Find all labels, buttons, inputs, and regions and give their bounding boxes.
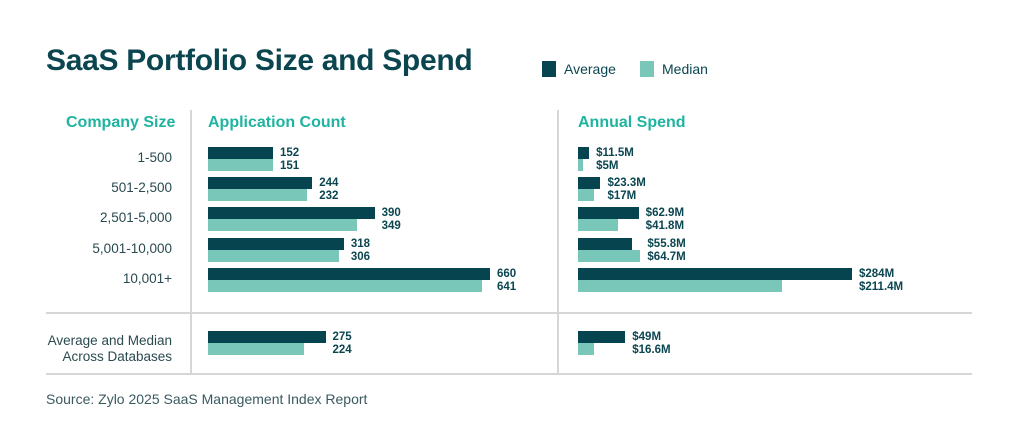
value-label: $64.7M: [647, 251, 686, 263]
median-bar: [578, 189, 595, 201]
average-bar: [578, 177, 601, 189]
median-bar: [208, 159, 273, 171]
divider: [190, 110, 192, 375]
value-label: 232: [319, 190, 339, 202]
legend-median: Median: [640, 61, 708, 77]
value-label: $211.4M: [859, 281, 904, 293]
value-label: $16.6M: [632, 344, 671, 356]
average-bar: [578, 207, 639, 219]
category-label-summary: Average and Median Across Databases: [48, 333, 172, 365]
legend-label: Average: [564, 61, 616, 77]
summary-line: Average and Median: [47, 333, 172, 348]
value-label: $23.3M: [607, 177, 646, 189]
median-bar: [578, 219, 619, 231]
legend-swatch-median: [640, 61, 654, 77]
value-label: 224: [332, 344, 352, 356]
value-label: 349: [381, 220, 401, 232]
value-label: 152: [279, 147, 300, 159]
category-label: 501-2,500: [111, 180, 172, 195]
value-label: 318: [350, 238, 371, 250]
header-application-count: Application Count: [208, 114, 346, 131]
chart-title: SaaS Portfolio Size and Spend: [46, 44, 473, 77]
value-label: $17M: [607, 190, 637, 202]
average-bar: [578, 331, 626, 343]
value-label: 390: [381, 207, 401, 219]
divider: [46, 312, 972, 314]
value-label: 275: [332, 331, 352, 343]
average-bar: [578, 268, 852, 280]
value-label: $5M: [596, 160, 619, 172]
median-bar: [578, 250, 641, 262]
category-label: 1-500: [137, 150, 172, 165]
divider: [557, 110, 559, 375]
legend-label: Median: [662, 61, 708, 77]
category-label: 5,001-10,000: [92, 241, 172, 256]
median-bar: [208, 250, 339, 262]
value-label: $62.9M: [645, 207, 685, 219]
legend-average: Average: [542, 61, 616, 77]
value-label: $11.5M: [596, 147, 634, 159]
divider: [46, 373, 972, 375]
source-note: Source: Zylo 2025 SaaS Management Index …: [46, 391, 368, 407]
average-bar: [208, 238, 344, 250]
legend-swatch-average: [542, 61, 556, 77]
summary-line: Across Databases: [62, 349, 172, 364]
value-label: 660: [497, 268, 517, 280]
average-bar: [208, 177, 313, 189]
average-bar: [208, 207, 375, 219]
average-bar: [578, 147, 590, 159]
average-bar: [208, 268, 490, 280]
category-label: 10,001+: [122, 271, 172, 286]
value-label: $49M: [632, 331, 662, 343]
category-label: 2,501-5,000: [99, 210, 172, 225]
median-bar: [578, 343, 594, 355]
median-bar: [578, 159, 583, 171]
median-bar: [208, 189, 308, 201]
median-bar: [208, 219, 358, 231]
value-label: $55.8M: [647, 238, 686, 250]
value-label: $41.8M: [645, 220, 685, 232]
median-bar: [208, 343, 304, 355]
average-bar: [208, 147, 273, 159]
value-label: 151: [279, 160, 300, 172]
value-label: 244: [319, 177, 339, 189]
median-bar: [208, 280, 482, 292]
value-label: $284M: [859, 268, 895, 280]
median-bar: [578, 280, 782, 292]
header-annual-spend: Annual Spend: [578, 114, 686, 131]
average-bar: [208, 331, 326, 343]
value-label: 641: [497, 281, 517, 293]
value-label: 306: [350, 251, 371, 263]
average-bar: [578, 238, 632, 250]
header-company-size: Company Size: [66, 114, 176, 131]
